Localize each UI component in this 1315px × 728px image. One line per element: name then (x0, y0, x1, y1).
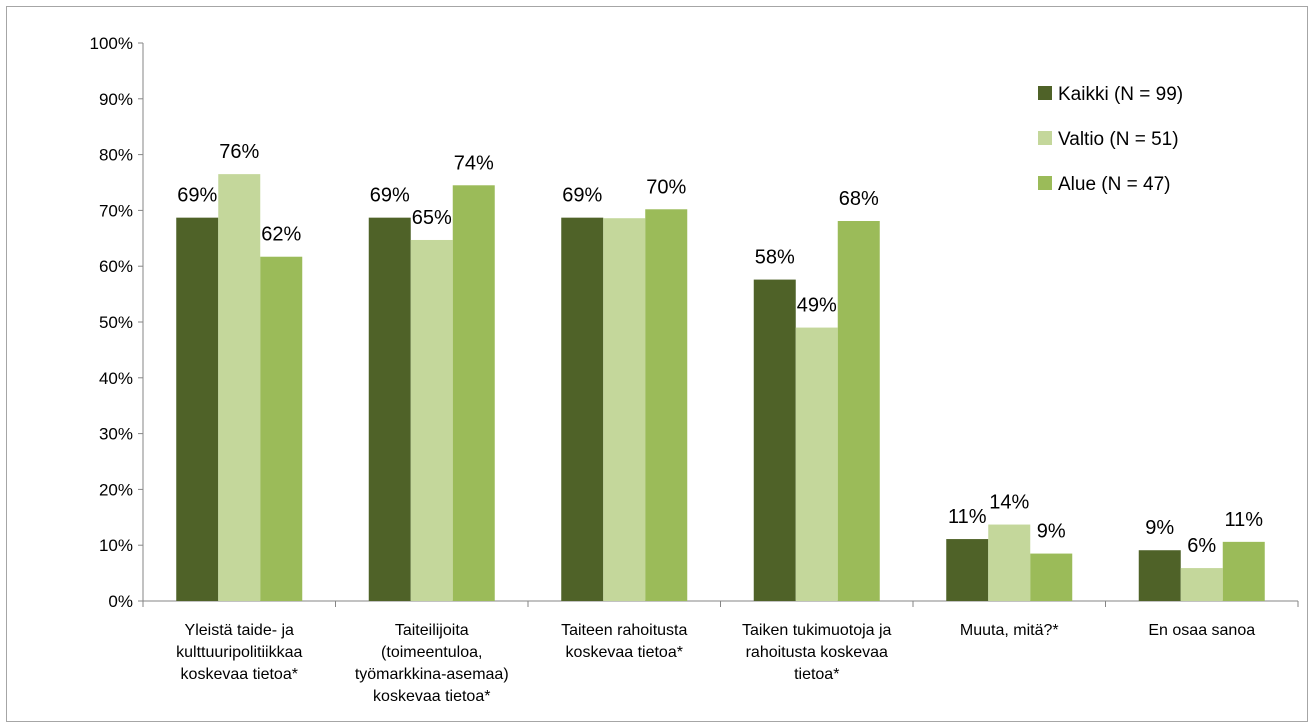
y-tick-label: 90% (99, 90, 133, 109)
y-tick-label: 60% (99, 257, 133, 276)
data-label: 62% (261, 224, 301, 246)
x-category-label-line: kulttuuripolitiikkaa (176, 644, 302, 661)
x-category-label-line: Muuta, mitä?* (960, 622, 1059, 639)
bar (753, 279, 796, 601)
x-category-label: En osaa sanoa (1148, 622, 1255, 639)
x-category-label: Taiken tukimuotoja ja rahoitusta koskevaa… (742, 622, 892, 683)
data-label: 70% (646, 176, 686, 198)
data-label: 11% (1224, 509, 1263, 531)
y-tick-label: 30% (99, 425, 133, 444)
bar-chart: 0% 10% 20% 30% 40% 50% 60% 70% 80% 90% 100% Yleist… (90, 34, 1299, 705)
data-label: 11% (948, 506, 987, 528)
bar (1030, 553, 1073, 601)
x-category-label-line: Taiken tukimuotoja ja (742, 622, 892, 639)
bar (603, 218, 646, 601)
x-category-label-line: En osaa sanoa (1148, 622, 1255, 639)
x-category-label: Muuta, mitä?* (960, 622, 1059, 639)
legend-label: Kaikki (N = 99) (1058, 84, 1183, 105)
bar (946, 539, 989, 601)
y-tick-label: 10% (99, 536, 133, 555)
y-tick-label: 100% (90, 34, 133, 53)
legend-swatch (1038, 86, 1052, 100)
bar (988, 524, 1031, 601)
data-label: 9% (1037, 521, 1066, 543)
x-category-label-line: Taiteen rahoitusta (561, 622, 687, 639)
legend-label: Valtio (N = 51) (1058, 129, 1179, 150)
y-tick-label: 70% (99, 201, 133, 220)
x-category-label-line: Taiteilijoita (395, 622, 469, 639)
bar (176, 217, 219, 602)
y-axis: 0% 10% 20% 30% 40% 50% 60% 70% 80% 90% 100% (90, 34, 144, 611)
y-tick-label: 80% (99, 146, 133, 165)
legend-swatch (1038, 176, 1052, 190)
data-label: 68% (839, 188, 879, 210)
bar (561, 217, 604, 602)
data-label: 65% (412, 207, 452, 229)
x-category-label-line: rahoitusta koskevaa (746, 644, 888, 661)
x-category-label: Yleistä taide- ja kulttuuripolitiikkaa kos… (176, 622, 302, 683)
bar (452, 185, 495, 602)
data-label: 76% (219, 141, 259, 163)
bar (410, 239, 453, 601)
bar (1180, 568, 1223, 601)
bar (837, 221, 880, 601)
x-category-label-line: koskevaa tietoa* (566, 644, 683, 661)
x-category-label-line: työmarkkina-asemaa) (355, 666, 509, 683)
x-category-label: Taiteilijoita (toimeentuloa, työmarkkina-a… (355, 622, 509, 705)
bar (1138, 550, 1181, 601)
data-label: 58% (755, 247, 795, 269)
x-category-label-line: koskevaa tietoa* (373, 688, 490, 705)
y-tick-label: 0% (108, 592, 133, 611)
x-category-label-line: tietoa* (794, 666, 839, 683)
y-tick-label: 50% (99, 313, 133, 332)
x-axis: Yleistä taide- ja kulttuuripolitiikkaa kos… (142, 600, 1299, 705)
x-category-label-line: koskevaa tietoa* (181, 666, 298, 683)
bar (218, 174, 261, 601)
data-label: 69% (562, 185, 602, 207)
chart-frame: 0% 10% 20% 30% 40% 50% 60% 70% 80% 90% 100% Yleist… (6, 6, 1308, 722)
data-label: 69% (177, 185, 217, 207)
data-label: 9% (1145, 517, 1174, 539)
data-labels: 69% 69% 69% 58% 11% 9% 76% 65% 49% 14% 6% 62% 74% 70%… (177, 141, 1263, 557)
y-tick-label: 20% (99, 480, 133, 499)
x-category-label-line: (toimeentuloa, (381, 644, 482, 661)
bar (1222, 541, 1265, 601)
data-label: 69% (370, 185, 410, 207)
legend-swatch (1038, 131, 1052, 145)
bars (176, 174, 1265, 602)
legend: Kaikki (N = 99) Valtio (N = 51) Alue (N = … (1038, 84, 1183, 195)
data-label: 14% (989, 492, 1029, 514)
data-label: 6% (1187, 535, 1216, 557)
bar (645, 209, 688, 601)
bar (368, 217, 411, 602)
x-category-label-line: Yleistä taide- ja (185, 622, 294, 639)
x-category-label: Taiteen rahoitusta koskevaa tietoa* (561, 622, 687, 661)
bar (795, 327, 838, 601)
data-label: 49% (797, 295, 837, 317)
y-tick-label: 40% (99, 369, 133, 388)
data-label: 74% (454, 152, 494, 174)
bar (260, 256, 303, 601)
legend-label: Alue (N = 47) (1058, 174, 1170, 195)
